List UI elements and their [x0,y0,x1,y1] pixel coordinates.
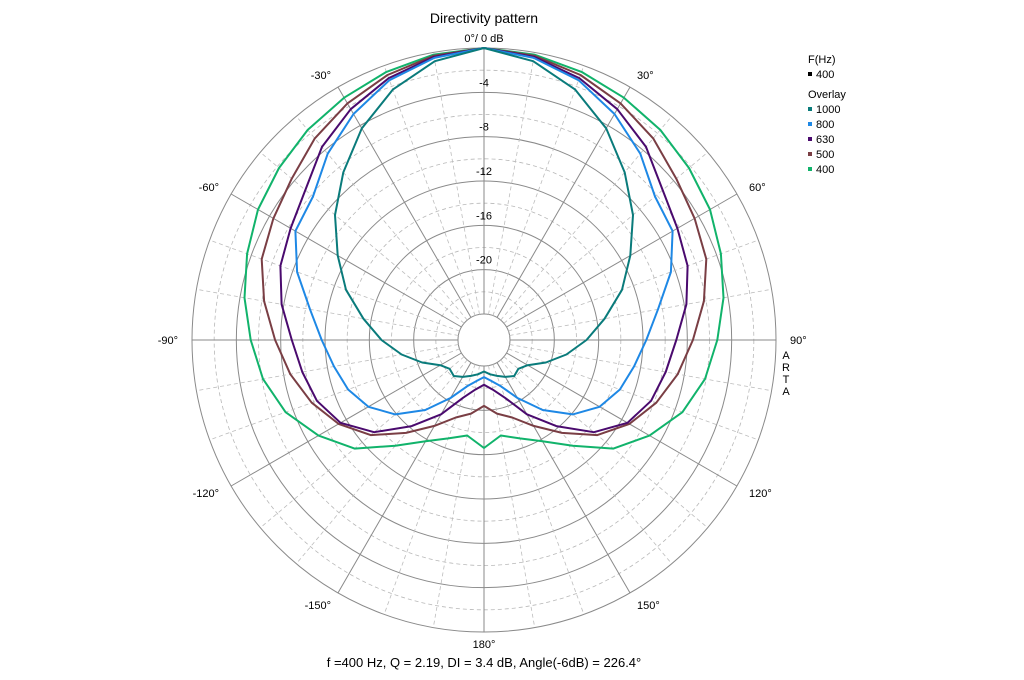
grid-spoke-minor [295,359,468,564]
chart-title: Directivity pattern [430,10,538,26]
radial-tick-label: -20 [476,255,492,267]
grid-spoke-minor [209,239,460,332]
series-1000 [334,47,634,378]
legend-swatch [808,137,812,141]
inner-circle [457,313,511,367]
radial-tick-label: -12 [476,166,492,178]
angle-label: 180° [473,639,496,651]
legend-swatch [808,152,812,156]
grid-spoke-minor [196,344,459,392]
grid-spoke-minor [508,348,759,441]
legend-entry: 500 [816,149,834,161]
series-400 [243,47,725,450]
watermark-letter: A [782,350,790,362]
grid-spoke [230,193,462,328]
grid-spoke-minor [492,65,585,316]
radial-tick-label: -4 [479,77,489,89]
grid-spoke [230,352,462,487]
angle-label: -150° [305,600,331,612]
chart-footer: f =400 Hz, Q = 2.19, DI = 3.4 dB, Angle(… [327,655,642,670]
grid-spoke-minor [500,359,673,564]
legend-overlay-title: Overlay [808,89,846,101]
angle-label: 30° [637,70,654,82]
grid-spoke-minor [432,52,480,315]
grid-spoke-minor [500,116,673,321]
angle-label: -120° [193,488,219,500]
legend-swatch [808,72,812,76]
grid-spoke-minor [508,239,759,332]
grid-spoke [337,362,472,594]
grid-spoke [506,352,738,487]
legend-swatch [808,122,812,126]
legend-main-title: F(Hz) [808,54,836,66]
radial-tick-label: 0°/ 0 dB [464,33,503,45]
grid-spoke-minor [492,364,585,615]
series-500 [260,47,708,437]
angle-label: -60° [199,182,219,194]
angle-label: -30° [311,70,331,82]
grid-spoke-minor [196,288,459,336]
legend-entry: 400 [816,164,834,176]
grid-spoke-minor [503,151,708,324]
grid-spoke-minor [509,344,772,392]
angle-label: 90° [790,335,807,347]
polar-grid [191,47,777,633]
grid-spoke-minor [488,365,536,628]
angle-label: 120° [749,488,772,500]
grid-spoke-minor [503,356,708,529]
grid-spoke-minor [383,364,476,615]
legend-entry: 800 [816,119,834,131]
legend: F(Hz) 400 Overlay 1000 800 630 500 400 [808,54,846,176]
series-group [243,47,725,450]
grid-spoke [506,193,738,328]
angle-labels: 180° -150° -120° -90° -60° -30° 30° 60° 90° 120° 1… [158,70,807,651]
watermark-letter: A [782,386,790,398]
grid-spoke [496,362,631,594]
legend-entry: 400 [816,69,834,81]
angle-label: 150° [637,600,660,612]
legend-entry: 630 [816,134,834,146]
angle-label: 60° [749,182,766,194]
radial-tick-label: -8 [479,122,489,134]
grid-spoke-minor [260,356,465,529]
legend-entry: 1000 [816,104,840,116]
watermark-letter: R [782,362,790,374]
grid-spoke-minor [383,65,476,316]
grid-spoke [496,86,631,318]
grid-spoke-minor [260,151,465,324]
legend-swatch [808,167,812,171]
grid-spoke-minor [295,116,468,321]
grid-spoke-minor [509,288,772,336]
radial-labels: 0°/ 0 dB -4 -8 -12 -16 -20 [464,33,503,267]
grid-spoke-minor [432,365,480,628]
radial-tick-label: -16 [476,210,492,222]
watermark-letter: T [783,374,790,386]
legend-swatch [808,107,812,111]
series-630 [279,47,689,434]
angle-label: -90° [158,335,178,347]
grid-spoke [337,86,472,318]
grid-spoke-minor [209,348,460,441]
series-800 [294,47,674,416]
grid-spoke-minor [488,52,536,315]
